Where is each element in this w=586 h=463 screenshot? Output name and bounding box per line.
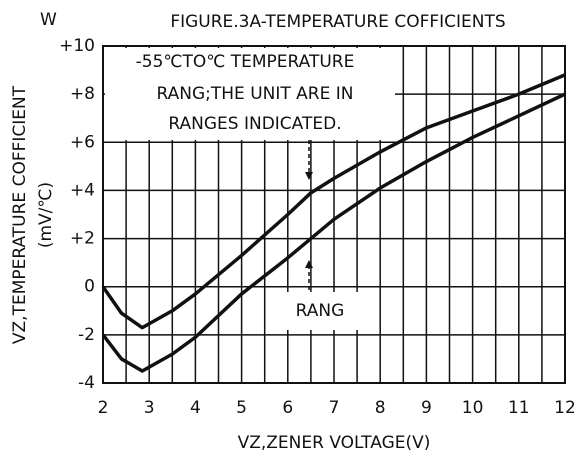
annotation-box bbox=[105, 48, 395, 140]
arrow-head bbox=[305, 260, 313, 268]
y-tick-label: +6 bbox=[70, 132, 95, 152]
annotation: RANGES INDICATED. bbox=[168, 114, 341, 134]
annotation-box bbox=[268, 292, 372, 330]
corner-label: W bbox=[40, 10, 57, 30]
y-tick-label: 0 bbox=[84, 277, 95, 297]
curve bbox=[101, 92, 566, 373]
annotation: -55℃TO℃ TEMPERATURE bbox=[136, 52, 355, 72]
x-tick-label: 9 bbox=[421, 398, 432, 418]
y-tick-label: +10 bbox=[59, 36, 95, 56]
annotation: RANG bbox=[296, 301, 345, 321]
annotation: RANG;THE UNIT ARE IN bbox=[157, 84, 354, 104]
x-tick-label: 4 bbox=[190, 398, 201, 418]
x-tick-label: 8 bbox=[375, 398, 386, 418]
x-axis-label: VZ,ZENER VOLTAGE(V) bbox=[238, 433, 431, 453]
curve bbox=[101, 73, 566, 330]
x-tick-label: 7 bbox=[329, 398, 340, 418]
y-tick-label: +4 bbox=[70, 180, 95, 200]
x-tick-label: 5 bbox=[236, 398, 247, 418]
x-tick-label: 11 bbox=[508, 398, 530, 418]
arrow-head bbox=[305, 172, 313, 180]
x-tick-label: 2 bbox=[98, 398, 109, 418]
x-tick-label: 12 bbox=[554, 398, 576, 418]
y-tick-label: +2 bbox=[70, 229, 95, 249]
y-tick-label: +8 bbox=[70, 84, 95, 104]
y-axis-label: VZ,TEMPERATURE COFFICIENT bbox=[10, 85, 30, 344]
x-tick-label: 3 bbox=[144, 398, 155, 418]
y-tick-label: -2 bbox=[78, 325, 95, 345]
plot-frame bbox=[102, 45, 566, 384]
x-tick-label: 6 bbox=[282, 398, 293, 418]
chart-title: FIGURE.3A-TEMPERATURE COFFICIENTS bbox=[170, 12, 505, 32]
y-axis-label: (mV/℃) bbox=[36, 182, 56, 248]
x-tick-label: 10 bbox=[462, 398, 484, 418]
y-tick-label: -4 bbox=[78, 373, 95, 393]
